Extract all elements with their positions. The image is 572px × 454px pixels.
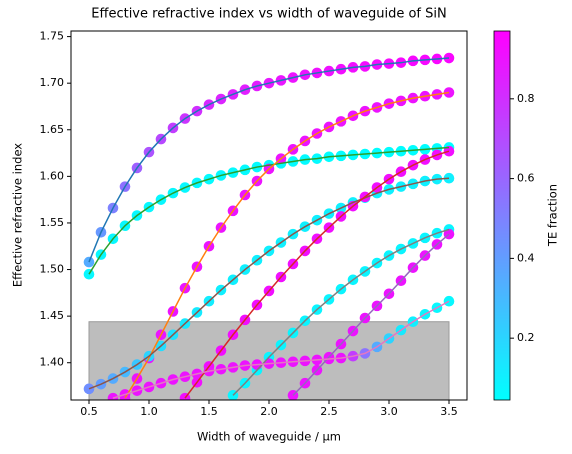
mode-line	[292, 233, 450, 396]
colorbar-tick-label: 0.4	[517, 251, 535, 264]
y-tick-label: 1.45	[40, 309, 65, 322]
mode-line	[88, 146, 450, 275]
x-tick-label: 2.0	[260, 405, 278, 418]
colorbar	[493, 30, 511, 401]
data-point	[83, 256, 95, 268]
colorbar-tick-label: 0.2	[517, 331, 535, 344]
data-point	[83, 268, 95, 280]
y-tick-label: 1.65	[40, 123, 65, 136]
data-point	[107, 392, 119, 400]
y-tick-label: 1.40	[40, 356, 65, 369]
colorbar-label: TE fraction	[546, 184, 560, 247]
mode-line	[112, 300, 450, 399]
data-point	[443, 295, 455, 307]
y-tick-label: 1.50	[40, 263, 65, 276]
data-point	[443, 172, 455, 184]
y-tick-label: 1.75	[40, 30, 65, 43]
chart-title: Effective refractive index vs width of w…	[91, 7, 446, 22]
plot-area	[83, 52, 455, 400]
mode-line	[232, 228, 450, 396]
mode-line	[88, 177, 450, 390]
y-tick-label: 1.55	[40, 216, 65, 229]
y-tick-label: 1.60	[40, 169, 65, 182]
y-tick-label: 1.70	[40, 76, 65, 89]
mode-line	[124, 91, 450, 399]
mode-line	[184, 150, 450, 399]
colorbar-tick-label: 0.8	[517, 92, 535, 105]
x-tick-label: 0.5	[80, 405, 98, 418]
x-axis-label: Width of waveguide / µm	[197, 430, 341, 444]
x-tick-label: 1.5	[200, 405, 218, 418]
x-tick-label: 1.0	[140, 405, 158, 418]
x-tick-label: 2.5	[320, 405, 338, 418]
colorbar-tick-label: 0.6	[517, 172, 535, 185]
y-axis-label: Effective refractive index	[11, 143, 25, 287]
x-tick-label: 3.5	[440, 405, 458, 418]
x-tick-label: 3.0	[380, 405, 398, 418]
mode-line	[88, 57, 450, 263]
